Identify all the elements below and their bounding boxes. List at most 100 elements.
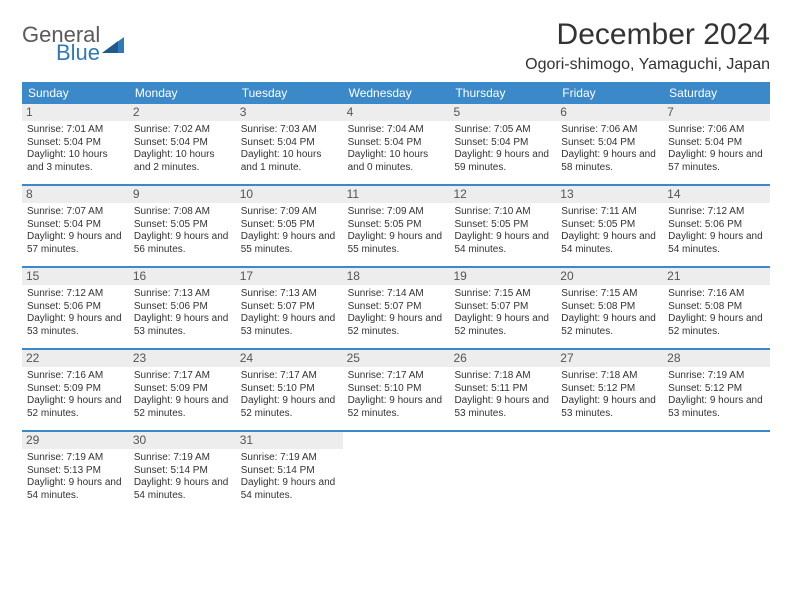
sunset-line: Sunset: 5:12 PM [561, 383, 658, 396]
daylight-line: Daylight: 9 hours and 57 minutes. [27, 231, 124, 256]
day-cell: 16 Sunrise: 7:13 AMSunset: 5:06 PMDayligh… [129, 268, 236, 348]
daylight-line: Daylight: 9 hours and 52 minutes. [27, 395, 124, 420]
sunset-line: Sunset: 5:04 PM [668, 137, 765, 150]
day-cell: 8Sunrise: 7:07 AMSunset: 5:04 PMDaylight… [22, 186, 129, 266]
dayheader: Monday [129, 82, 236, 104]
sunset-line: Sunset: 5:05 PM [241, 219, 338, 232]
sunrise-line: Sunrise: 7:18 AM [561, 370, 658, 383]
daylight-line: Daylight: 9 hours and 54 minutes. [27, 477, 124, 502]
day-cell: 31Sunrise: 7:19 AMSunset: 5:14 PMDayligh… [236, 432, 343, 514]
day-number: 1 [22, 104, 129, 121]
day-cell: 3Sunrise: 7:03 AMSunset: 5:04 PMDaylight… [236, 104, 343, 184]
sunrise-line: Sunrise: 7:05 AM [454, 124, 551, 137]
day-number: 13 [556, 186, 663, 203]
sunrise-line: Sunrise: 7:16 AM [668, 288, 765, 301]
sunrise-line: Sunrise: 7:19 AM [27, 452, 124, 465]
daylight-line: Daylight: 9 hours and 52 minutes. [561, 313, 658, 338]
daylight-line: Daylight: 9 hours and 52 minutes. [348, 313, 445, 338]
sunrise-line: Sunrise: 7:07 AM [27, 206, 124, 219]
day-number: 24 [236, 350, 343, 367]
day-number: 25 [343, 350, 450, 367]
daylight-line: Daylight: 9 hours and 53 minutes. [134, 313, 231, 338]
logo-triangle-icon [102, 35, 124, 58]
sunrise-line: Sunrise: 7:13 AM [241, 288, 338, 301]
sunset-line: Sunset: 5:05 PM [348, 219, 445, 232]
day-cell: 14Sunrise: 7:12 AMSunset: 5:06 PMDayligh… [663, 186, 770, 266]
day-number: 23 [129, 350, 236, 367]
weeks-container: 1Sunrise: 7:01 AMSunset: 5:04 PMDaylight… [22, 104, 770, 514]
day-cell [663, 432, 770, 514]
daylight-line: Daylight: 9 hours and 52 minutes. [668, 313, 765, 338]
day-number: 19 [449, 268, 556, 285]
day-number: 11 [343, 186, 450, 203]
sunset-line: Sunset: 5:06 PM [134, 301, 231, 314]
sunset-line: Sunset: 5:14 PM [241, 465, 338, 478]
day-cell: 26Sunrise: 7:18 AMSunset: 5:11 PMDayligh… [449, 350, 556, 430]
day-cell: 24Sunrise: 7:17 AMSunset: 5:10 PMDayligh… [236, 350, 343, 430]
dayheader: Sunday [22, 82, 129, 104]
day-cell: 25Sunrise: 7:17 AMSunset: 5:10 PMDayligh… [343, 350, 450, 430]
daylight-line: Daylight: 9 hours and 53 minutes. [241, 313, 338, 338]
logo: General Blue [22, 24, 124, 64]
daylight-line: Daylight: 9 hours and 55 minutes. [348, 231, 445, 256]
day-cell: 9Sunrise: 7:08 AMSunset: 5:05 PMDaylight… [129, 186, 236, 266]
daylight-line: Daylight: 9 hours and 52 minutes. [348, 395, 445, 420]
day-cell: 4Sunrise: 7:04 AMSunset: 5:04 PMDaylight… [343, 104, 450, 184]
sunrise-line: Sunrise: 7:17 AM [348, 370, 445, 383]
day-number: 2 [129, 104, 236, 121]
week-row: 1Sunrise: 7:01 AMSunset: 5:04 PMDaylight… [22, 104, 770, 186]
sunrise-line: Sunrise: 7:19 AM [241, 452, 338, 465]
day-cell: 2 Sunrise: 7:02 AMSunset: 5:04 PMDaylight… [129, 104, 236, 184]
day-number: 9 [129, 186, 236, 203]
daylight-line: Daylight: 9 hours and 53 minutes. [561, 395, 658, 420]
day-cell: 21Sunrise: 7:16 AMSunset: 5:08 PMDayligh… [663, 268, 770, 348]
day-cell: 7Sunrise: 7:06 AMSunset: 5:04 PMDaylight… [663, 104, 770, 184]
sunset-line: Sunset: 5:04 PM [134, 137, 231, 150]
daylight-line: Daylight: 9 hours and 52 minutes. [454, 313, 551, 338]
sunrise-line: Sunrise: 7:01 AM [27, 124, 124, 137]
day-number: 15 [22, 268, 129, 285]
sunrise-line: Sunrise: 7:16 AM [27, 370, 124, 383]
sunrise-line: Sunrise: 7:06 AM [668, 124, 765, 137]
location: Ogori-shimogo, Yamaguchi, Japan [525, 56, 770, 74]
day-number: 6 [556, 104, 663, 121]
sunrise-line: Sunrise: 7:17 AM [241, 370, 338, 383]
calendar: SundayMondayTuesdayWednesdayThursdayFrid… [22, 82, 770, 514]
daylight-line: Daylight: 9 hours and 58 minutes. [561, 149, 658, 174]
sunrise-line: Sunrise: 7:02 AM [134, 124, 231, 137]
sunrise-line: Sunrise: 7:18 AM [454, 370, 551, 383]
day-number: 12 [449, 186, 556, 203]
day-number: 18 [343, 268, 450, 285]
daylight-line: Daylight: 9 hours and 54 minutes. [668, 231, 765, 256]
dayheader-row: SundayMondayTuesdayWednesdayThursdayFrid… [22, 82, 770, 104]
sunset-line: Sunset: 5:04 PM [561, 137, 658, 150]
day-number: 17 [236, 268, 343, 285]
sunrise-line: Sunrise: 7:15 AM [561, 288, 658, 301]
sunrise-line: Sunrise: 7:13 AM [134, 288, 231, 301]
dayheader: Wednesday [343, 82, 450, 104]
day-cell: 29Sunrise: 7:19 AMSunset: 5:13 PMDayligh… [22, 432, 129, 514]
day-number: 28 [663, 350, 770, 367]
day-number: 16 [129, 268, 236, 285]
sunset-line: Sunset: 5:04 PM [348, 137, 445, 150]
title-block: December 2024 Ogori-shimogo, Yamaguchi, … [525, 18, 770, 74]
day-cell: 19Sunrise: 7:15 AMSunset: 5:07 PMDayligh… [449, 268, 556, 348]
sunset-line: Sunset: 5:05 PM [134, 219, 231, 232]
sunrise-line: Sunrise: 7:12 AM [27, 288, 124, 301]
logo-text: General Blue [22, 24, 100, 64]
day-cell: 11 Sunrise: 7:09 AMSunset: 5:05 PMDayligh… [343, 186, 450, 266]
sunset-line: Sunset: 5:04 PM [27, 137, 124, 150]
sunrise-line: Sunrise: 7:19 AM [134, 452, 231, 465]
day-cell: 22Sunrise: 7:16 AMSunset: 5:09 PMDayligh… [22, 350, 129, 430]
day-cell: 12Sunrise: 7:10 AMSunset: 5:05 PMDayligh… [449, 186, 556, 266]
daylight-line: Daylight: 9 hours and 59 minutes. [454, 149, 551, 174]
sunrise-line: Sunrise: 7:15 AM [454, 288, 551, 301]
dayheader: Tuesday [236, 82, 343, 104]
daylight-line: Daylight: 9 hours and 52 minutes. [134, 395, 231, 420]
sunset-line: Sunset: 5:09 PM [27, 383, 124, 396]
sunrise-line: Sunrise: 7:09 AM [348, 206, 445, 219]
sunset-line: Sunset: 5:07 PM [348, 301, 445, 314]
daylight-line: Daylight: 10 hours and 2 minutes. [134, 149, 231, 174]
header: General Blue December 2024 Ogori-shimogo… [22, 18, 770, 74]
sunset-line: Sunset: 5:07 PM [241, 301, 338, 314]
